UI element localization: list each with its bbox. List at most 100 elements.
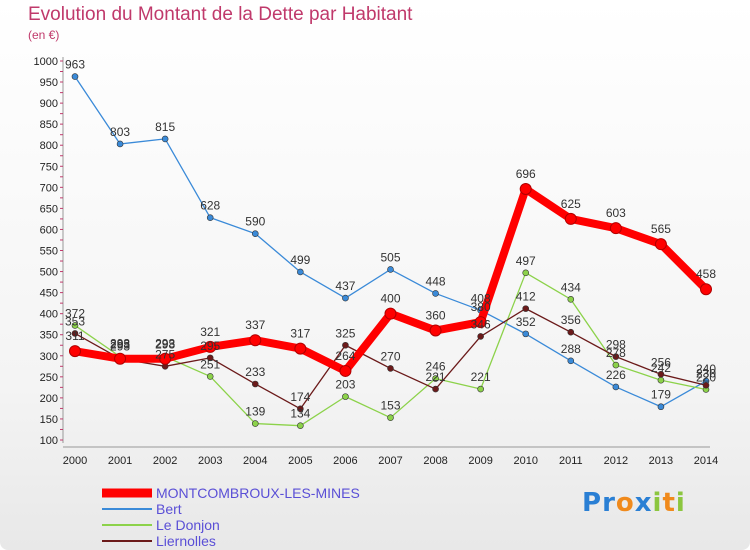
data-point <box>251 230 259 237</box>
data-point <box>609 222 622 235</box>
data-label: 230 <box>696 366 716 380</box>
data-point <box>522 269 530 277</box>
data-point <box>206 214 214 221</box>
data-point <box>69 345 81 358</box>
data-point <box>432 385 439 393</box>
legend-swatch <box>102 488 152 498</box>
legend-item: Le Donjon <box>102 517 360 533</box>
logo-letter: i <box>675 488 686 518</box>
data-label: 251 <box>200 357 220 371</box>
data-point <box>429 324 442 337</box>
data-label: 696 <box>516 167 536 181</box>
data-label: 565 <box>651 222 671 236</box>
data-point <box>342 341 349 349</box>
logo-letter: P <box>582 488 603 518</box>
data-label: 293 <box>110 340 130 354</box>
data-label: 298 <box>606 338 626 352</box>
data-point <box>114 352 127 365</box>
legend-swatch <box>102 508 152 510</box>
legend-label: MONTCOMBROUX-LES-MINES <box>156 485 360 501</box>
y-tick-label: 600 <box>40 224 58 236</box>
data-label: 264 <box>335 349 355 363</box>
logo-letter: i <box>652 488 663 518</box>
data-point <box>657 403 665 411</box>
data-point <box>71 330 79 337</box>
data-label: 311 <box>65 329 84 343</box>
data-label: 203 <box>335 378 355 392</box>
data-point <box>204 340 217 353</box>
y-tick-label: 700 <box>40 182 58 194</box>
data-point <box>700 283 712 296</box>
legend: MONTCOMBROUX-LES-MINES Bert Le Donjon Li… <box>102 485 360 549</box>
data-label: 625 <box>561 197 581 211</box>
data-label: 221 <box>426 370 446 384</box>
data-point <box>432 375 439 382</box>
y-tick-label: 200 <box>40 393 58 405</box>
data-label: 233 <box>245 365 265 379</box>
logo-letter: t <box>662 488 676 518</box>
y-tick-label: 400 <box>40 309 58 321</box>
y-tick-label: 900 <box>40 98 58 110</box>
data-point <box>522 330 530 338</box>
data-point <box>161 135 169 143</box>
data-point <box>384 307 397 320</box>
data-point <box>71 322 79 329</box>
data-point <box>71 73 79 80</box>
data-label: 275 <box>155 347 175 361</box>
data-label: 400 <box>380 292 400 306</box>
data-label: 352 <box>516 315 536 329</box>
data-point <box>564 212 577 225</box>
data-point <box>567 328 575 336</box>
data-point <box>297 268 304 276</box>
data-label: 353 <box>65 314 85 328</box>
data-label: 153 <box>380 399 400 413</box>
data-point <box>474 316 487 329</box>
data-label: 346 <box>471 317 491 331</box>
logo-letter: o <box>615 488 635 518</box>
data-point <box>519 183 532 196</box>
data-label: 408 <box>471 291 491 305</box>
y-tick-label: 750 <box>40 161 58 173</box>
data-point <box>251 420 259 427</box>
x-tick-label: 2008 <box>423 455 447 467</box>
x-tick-label: 2013 <box>649 455 673 467</box>
y-tick-label: 550 <box>40 246 58 258</box>
data-point <box>251 380 259 388</box>
data-label: 317 <box>290 327 310 341</box>
data-label: 298 <box>110 338 130 352</box>
proxiti-logo: Proxiti <box>582 488 686 518</box>
y-tick-label: 100 <box>40 435 58 447</box>
data-point <box>297 405 304 413</box>
data-point <box>297 422 304 429</box>
data-label: 278 <box>606 346 626 360</box>
data-label: 380 <box>471 300 491 314</box>
data-point <box>342 294 349 302</box>
chart-subtitle: (en €) <box>28 28 60 42</box>
legend-label: Bert <box>156 501 182 517</box>
legend-swatch <box>102 540 152 542</box>
data-label: 356 <box>561 313 581 327</box>
x-tick-label: 2012 <box>604 455 628 467</box>
data-point <box>612 353 620 360</box>
data-label: 437 <box>335 279 355 293</box>
data-label: 963 <box>65 58 85 72</box>
y-tick-label: 300 <box>40 351 58 363</box>
data-label: 293 <box>155 337 175 351</box>
y-tick-label: 500 <box>40 267 58 279</box>
data-label: 221 <box>471 370 491 384</box>
x-tick-label: 2004 <box>243 455 267 467</box>
data-point <box>477 333 484 340</box>
data-point <box>206 373 214 380</box>
data-label: 448 <box>426 274 446 288</box>
data-point <box>522 305 530 312</box>
data-label: 412 <box>516 290 536 304</box>
data-label: 270 <box>380 349 400 363</box>
legend-item: Bert <box>102 501 360 517</box>
data-label: 505 <box>380 250 400 264</box>
logo-letter: r <box>602 488 616 518</box>
data-label: 321 <box>200 325 220 339</box>
y-tick-label: 1000 <box>34 56 58 68</box>
data-label: 256 <box>651 355 671 369</box>
x-tick-label: 2003 <box>198 455 222 467</box>
